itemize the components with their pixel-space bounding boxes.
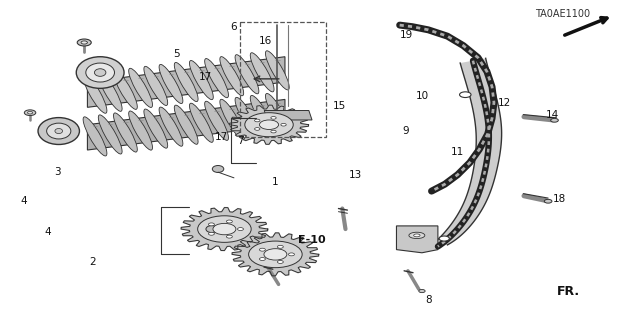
Text: 6: 6 bbox=[230, 22, 237, 32]
Text: 14: 14 bbox=[546, 110, 559, 120]
Text: 9: 9 bbox=[403, 126, 410, 136]
Polygon shape bbox=[396, 226, 438, 253]
Ellipse shape bbox=[227, 220, 232, 223]
Text: 8: 8 bbox=[425, 295, 431, 305]
Text: 11: 11 bbox=[451, 147, 463, 157]
Ellipse shape bbox=[95, 69, 106, 76]
Ellipse shape bbox=[99, 72, 122, 111]
Ellipse shape bbox=[271, 116, 276, 119]
Ellipse shape bbox=[266, 51, 289, 90]
Ellipse shape bbox=[259, 257, 266, 261]
Ellipse shape bbox=[259, 120, 278, 130]
Ellipse shape bbox=[212, 166, 224, 173]
Text: 3: 3 bbox=[54, 167, 61, 177]
Polygon shape bbox=[428, 58, 502, 248]
Text: 4: 4 bbox=[20, 196, 27, 206]
Ellipse shape bbox=[255, 128, 260, 130]
Ellipse shape bbox=[235, 97, 259, 137]
Ellipse shape bbox=[206, 226, 218, 233]
Ellipse shape bbox=[250, 53, 274, 92]
Ellipse shape bbox=[235, 55, 259, 94]
Ellipse shape bbox=[174, 105, 198, 144]
Text: FR.: FR. bbox=[557, 285, 580, 298]
Text: TA0AE1100: TA0AE1100 bbox=[534, 9, 589, 19]
Ellipse shape bbox=[205, 101, 228, 140]
Ellipse shape bbox=[144, 109, 168, 148]
Ellipse shape bbox=[220, 99, 244, 138]
Text: 17: 17 bbox=[214, 132, 228, 142]
Text: 2: 2 bbox=[89, 257, 96, 267]
Ellipse shape bbox=[47, 123, 71, 139]
Ellipse shape bbox=[24, 110, 36, 115]
Ellipse shape bbox=[248, 241, 302, 268]
Ellipse shape bbox=[289, 253, 294, 256]
Ellipse shape bbox=[81, 41, 88, 44]
Ellipse shape bbox=[113, 70, 138, 109]
Ellipse shape bbox=[271, 130, 276, 133]
Ellipse shape bbox=[55, 129, 63, 134]
Text: E-10: E-10 bbox=[298, 235, 325, 245]
Text: 17: 17 bbox=[198, 72, 212, 82]
Text: 18: 18 bbox=[552, 194, 566, 204]
Ellipse shape bbox=[213, 223, 236, 235]
Ellipse shape bbox=[83, 117, 107, 156]
Text: 4: 4 bbox=[44, 227, 51, 237]
Ellipse shape bbox=[250, 95, 274, 135]
Ellipse shape bbox=[277, 245, 284, 248]
Text: 16: 16 bbox=[259, 36, 273, 46]
Text: 12: 12 bbox=[498, 98, 511, 108]
Ellipse shape bbox=[259, 248, 266, 251]
Ellipse shape bbox=[28, 111, 33, 114]
Ellipse shape bbox=[205, 59, 228, 98]
Ellipse shape bbox=[419, 289, 425, 293]
Ellipse shape bbox=[266, 93, 289, 133]
Text: 5: 5 bbox=[173, 48, 180, 59]
Ellipse shape bbox=[409, 232, 425, 239]
Polygon shape bbox=[230, 105, 308, 144]
Text: 10: 10 bbox=[415, 91, 429, 101]
Ellipse shape bbox=[174, 63, 198, 101]
Ellipse shape bbox=[38, 118, 79, 145]
Ellipse shape bbox=[264, 249, 287, 260]
Ellipse shape bbox=[220, 57, 244, 96]
Ellipse shape bbox=[460, 92, 471, 98]
Ellipse shape bbox=[129, 68, 152, 108]
Text: 19: 19 bbox=[399, 30, 413, 40]
Ellipse shape bbox=[189, 61, 213, 100]
Text: 7: 7 bbox=[237, 136, 244, 145]
Ellipse shape bbox=[237, 228, 243, 231]
Ellipse shape bbox=[255, 119, 260, 122]
Ellipse shape bbox=[159, 64, 183, 104]
Text: 1: 1 bbox=[272, 177, 278, 187]
Ellipse shape bbox=[77, 39, 92, 46]
Text: 15: 15 bbox=[333, 101, 346, 111]
Ellipse shape bbox=[209, 232, 214, 235]
Ellipse shape bbox=[76, 57, 124, 88]
Ellipse shape bbox=[159, 107, 183, 146]
Ellipse shape bbox=[129, 111, 152, 150]
Text: 13: 13 bbox=[348, 170, 362, 180]
Ellipse shape bbox=[113, 113, 138, 152]
Polygon shape bbox=[88, 100, 285, 150]
Ellipse shape bbox=[86, 63, 115, 82]
Ellipse shape bbox=[189, 103, 213, 142]
Ellipse shape bbox=[227, 235, 232, 238]
Polygon shape bbox=[181, 208, 268, 250]
Ellipse shape bbox=[544, 199, 552, 203]
Ellipse shape bbox=[277, 261, 284, 263]
Polygon shape bbox=[264, 110, 312, 120]
Ellipse shape bbox=[144, 66, 168, 106]
Ellipse shape bbox=[209, 223, 214, 226]
Polygon shape bbox=[232, 233, 319, 276]
Ellipse shape bbox=[83, 74, 107, 113]
Ellipse shape bbox=[550, 118, 558, 122]
Ellipse shape bbox=[439, 236, 449, 241]
Ellipse shape bbox=[245, 113, 293, 137]
Polygon shape bbox=[88, 57, 285, 107]
Ellipse shape bbox=[99, 115, 122, 154]
Ellipse shape bbox=[198, 216, 251, 242]
Bar bbox=[241, 22, 326, 137]
Ellipse shape bbox=[281, 123, 286, 126]
Ellipse shape bbox=[413, 234, 420, 237]
